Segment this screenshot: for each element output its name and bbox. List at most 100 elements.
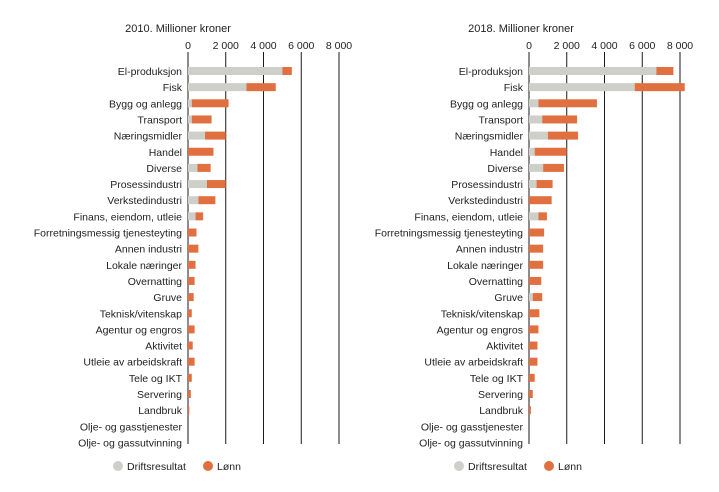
bar-2018-14-driftsresultat <box>529 293 533 302</box>
bar-2010-0-driftsresultat <box>188 67 283 75</box>
category-label-2018-5: Handel <box>490 147 523 159</box>
x-tick-label-2010-3: 6 000 <box>288 40 314 52</box>
legend-marker-2018-1 <box>544 461 554 471</box>
bar-2018-21-lonn <box>529 406 531 415</box>
bar-2018-0-lonn <box>656 67 674 75</box>
legend-marker-2010-0 <box>113 461 123 471</box>
bar-2010-17-lonn <box>188 341 193 350</box>
bar-2018-17-lonn <box>529 341 538 350</box>
category-label-2018-17: Aktivitet <box>486 341 523 353</box>
category-label-2010-21: Landbruk <box>138 405 183 417</box>
legend-label-2010-0: Driftsresultat <box>127 461 186 473</box>
category-label-2010-18: Utleie av arbeidskraft <box>83 357 182 369</box>
category-label-2010-6: Diverse <box>146 163 182 175</box>
bar-2010-19-lonn <box>188 373 192 382</box>
category-label-2010-13: Overnatting <box>128 276 182 288</box>
bar-2018-7-lonn <box>536 180 553 189</box>
category-label-2010-4: Næringsmidler <box>114 131 183 143</box>
bar-2018-4-lonn <box>547 131 579 140</box>
bar-2010-0-lonn <box>282 67 292 75</box>
category-label-2018-13: Overnatting <box>469 276 523 288</box>
bar-2018-5-lonn <box>534 147 567 156</box>
bar-2010-21-lonn <box>188 406 190 415</box>
bar-2010-4-lonn <box>204 131 226 140</box>
legend-marker-2018-0 <box>454 461 464 471</box>
bar-2010-20-lonn <box>188 390 191 398</box>
bar-2018-6-lonn <box>543 163 564 172</box>
category-label-2018-20: Servering <box>478 389 523 401</box>
bar-2018-11-lonn <box>529 244 544 253</box>
category-label-2018-18: Utleie av arbeidskraft <box>424 357 523 369</box>
bar-2010-10-lonn <box>188 228 197 237</box>
category-label-2018-19: Tele og IKT <box>470 373 524 385</box>
bar-2010-1-lonn <box>246 83 276 92</box>
chart-title-2010: 2010. Millioner kroner <box>125 23 231 35</box>
bar-2010-6-driftsresultat <box>188 163 198 172</box>
bar-2018-0-driftsresultat <box>529 67 657 75</box>
category-label-2018-15: Teknisk/vitenskap <box>441 308 523 320</box>
category-label-2018-21: Landbruk <box>479 405 524 417</box>
category-label-2010-5: Handel <box>149 147 182 159</box>
bar-2018-7-driftsresultat <box>529 180 537 189</box>
bar-2010-11-lonn <box>188 244 199 253</box>
legend-label-2018-0: Driftsresultat <box>468 461 527 473</box>
bar-2010-14-lonn <box>188 293 194 302</box>
bar-2018-2-lonn <box>538 99 597 108</box>
bar-2018-2-driftsresultat <box>529 99 539 108</box>
bar-2010-2-driftsresultat <box>188 99 192 108</box>
bar-2018-5-driftsresultat <box>529 147 535 156</box>
category-label-2018-4: Næringsmidler <box>455 131 524 143</box>
category-label-2010-20: Servering <box>137 389 182 401</box>
bar-2018-4-driftsresultat <box>529 131 548 140</box>
category-label-2010-17: Aktivitet <box>145 341 182 353</box>
category-label-2018-11: Annen industri <box>456 244 523 256</box>
category-label-2018-2: Bygg og anlegg <box>450 98 523 110</box>
bar-2018-1-driftsresultat <box>529 83 635 92</box>
category-label-2018-0: El-produksjon <box>459 66 523 78</box>
bar-2018-9-driftsresultat <box>529 212 539 221</box>
legend-marker-2010-1 <box>203 461 213 471</box>
bar-2018-3-lonn <box>542 115 578 124</box>
bar-2018-15-lonn <box>529 309 540 318</box>
category-label-2010-22: Olje- og gasstjenester <box>80 421 183 433</box>
bar-2018-20-lonn <box>529 390 533 398</box>
bar-2010-3-lonn <box>191 115 212 124</box>
bar-2018-10-lonn <box>529 228 545 237</box>
category-label-2018-16: Agentur og engros <box>437 324 523 336</box>
x-tick-label-2010-0: 0 <box>185 40 191 52</box>
category-label-2018-1: Fisk <box>504 82 524 94</box>
category-label-2018-10: Forretningsmessig tjenesteyting <box>375 228 523 240</box>
category-label-2018-14: Gruve <box>494 292 523 304</box>
bar-2010-2-lonn <box>191 99 229 108</box>
bar-2010-5-lonn <box>188 147 214 156</box>
category-label-2010-10: Forretningsmessig tjenesteyting <box>34 228 182 240</box>
category-label-2010-12: Lokale næringer <box>106 260 182 272</box>
bar-2018-12-lonn <box>529 260 544 269</box>
category-label-2010-16: Agentur og engros <box>96 324 182 336</box>
bar-2010-1-driftsresultat <box>188 83 247 92</box>
bar-2010-8-lonn <box>198 196 216 205</box>
bar-2018-16-lonn <box>529 325 539 334</box>
bar-2010-8-driftsresultat <box>188 196 199 205</box>
category-label-2018-6: Diverse <box>487 163 523 175</box>
bar-2010-13-lonn <box>188 276 195 285</box>
bar-2010-4-driftsresultat <box>188 131 205 140</box>
category-label-2018-8: Verkstedindustri <box>448 195 523 207</box>
x-tick-label-2018-2: 4 000 <box>591 40 617 52</box>
category-label-2010-8: Verkstedindustri <box>107 195 182 207</box>
category-label-2018-22: Olje- og gasstjenester <box>421 421 524 433</box>
bar-2018-3-driftsresultat <box>529 115 543 124</box>
category-label-2010-23: Olje- og gassutvinning <box>78 437 182 449</box>
x-tick-label-2010-1: 2 000 <box>213 40 239 52</box>
category-label-2010-2: Bygg og anlegg <box>109 98 182 110</box>
bar-2010-7-driftsresultat <box>188 180 207 189</box>
bar-2018-8-lonn <box>529 196 552 205</box>
bar-2018-13-lonn <box>529 276 542 285</box>
bar-2018-9-lonn <box>538 212 547 221</box>
x-tick-label-2010-2: 4 000 <box>250 40 276 52</box>
x-tick-label-2018-3: 6 000 <box>629 40 655 52</box>
bar-2010-9-driftsresultat <box>188 212 196 221</box>
bar-2010-6-lonn <box>197 163 211 172</box>
bar-2018-1-lonn <box>634 83 685 92</box>
x-tick-label-2018-4: 8 000 <box>667 40 693 52</box>
